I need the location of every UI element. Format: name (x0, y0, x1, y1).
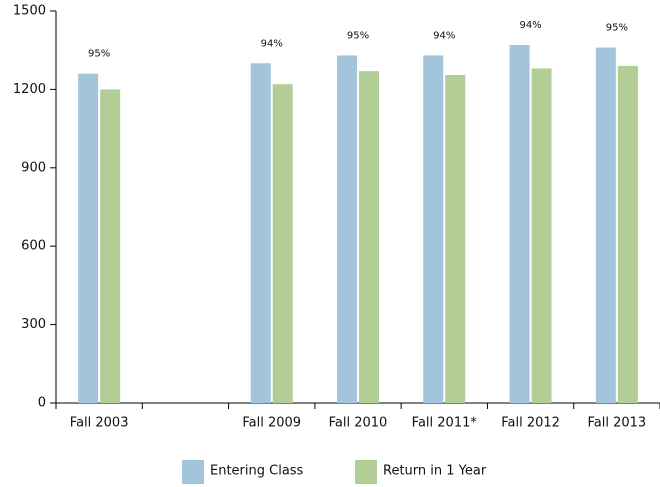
y-tick-label: 600 (21, 239, 46, 254)
x-tick-label: Fall 2010 (329, 416, 388, 431)
bar (100, 89, 121, 404)
legend-swatch (182, 460, 204, 484)
legend-swatch (355, 460, 377, 484)
annotation: 94% (433, 30, 455, 41)
y-tick-label: 0 (38, 396, 46, 411)
bar (337, 55, 357, 403)
bar (78, 73, 99, 403)
legend-label: Entering Class (210, 464, 304, 479)
bar (617, 65, 638, 403)
bar (531, 68, 552, 403)
bar (423, 55, 444, 403)
y-tick-label: 1500 (13, 4, 46, 19)
x-tick-label: Fall 2003 (70, 416, 129, 431)
bar (250, 63, 271, 404)
y-tick-label: 1200 (13, 82, 46, 97)
x-tick-label: Fall 2011* (412, 416, 478, 431)
annotation: 94% (519, 20, 541, 31)
x-tick-label: Fall 2013 (588, 416, 647, 431)
annotation: 95% (347, 30, 369, 41)
bar (272, 84, 293, 403)
y-tick-label: 900 (21, 160, 46, 175)
x-tick-label: Fall 2009 (242, 416, 301, 431)
annotation: 94% (261, 38, 283, 49)
annotation: 95% (606, 23, 628, 34)
x-tick-label: Fall 2012 (501, 416, 560, 431)
bar (509, 44, 530, 404)
bar (359, 71, 379, 404)
y-tick-label: 300 (21, 317, 46, 332)
bar (445, 75, 466, 403)
bar (595, 47, 616, 403)
legend-label: Return in 1 Year (383, 464, 487, 479)
annotation: 95% (88, 49, 110, 60)
